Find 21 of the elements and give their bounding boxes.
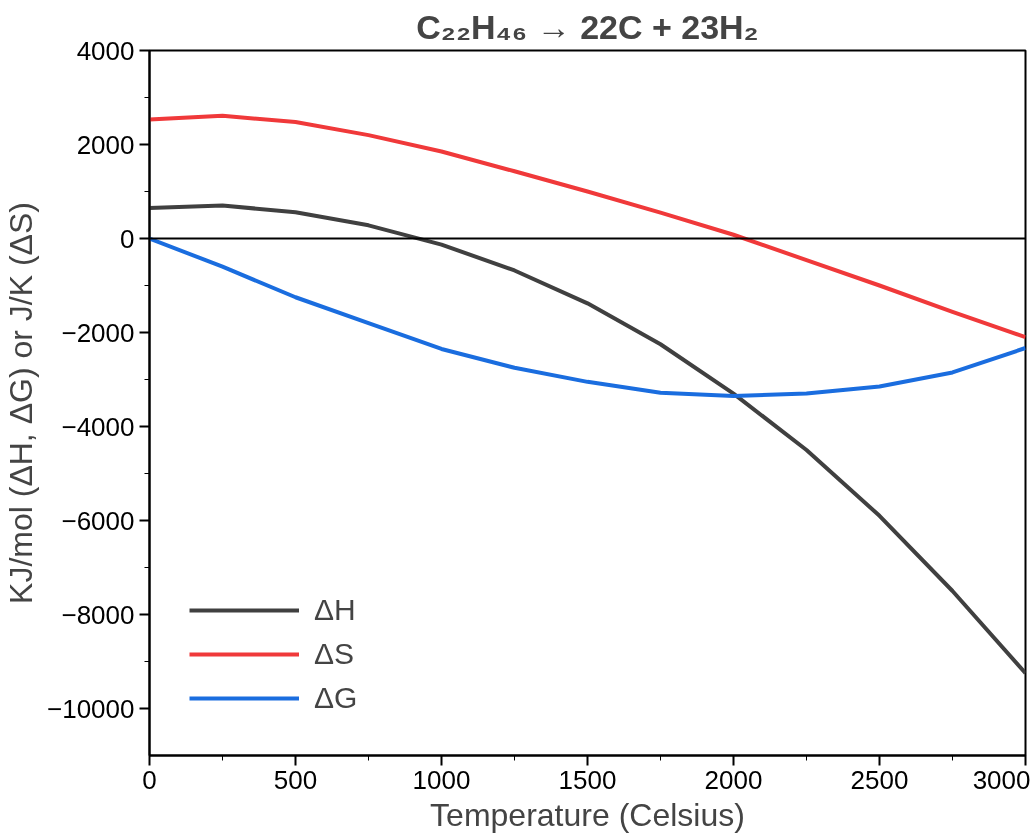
- y-tick-label: −4000: [61, 411, 135, 442]
- y-tick-label: −6000: [61, 505, 135, 536]
- x-tick-label: 2000: [704, 764, 763, 795]
- y-tick-label: −10000: [47, 693, 135, 724]
- x-tick-label: 0: [142, 764, 157, 795]
- legend-label: ΔH: [314, 593, 356, 627]
- x-tick-label: 2500: [850, 764, 909, 795]
- y-tick-label: 0: [120, 223, 135, 254]
- legend-label: ΔS: [314, 637, 355, 671]
- y-tick-label: 2000: [76, 129, 135, 160]
- x-tick-label: 1500: [558, 764, 617, 795]
- chart-title: C₂₂H₄₆ → 22C + 23H₂: [416, 7, 759, 46]
- x-tick-label: 3000: [972, 764, 1031, 795]
- x-tick-label: 1000: [412, 764, 471, 795]
- x-tick-label: 500: [273, 764, 318, 795]
- legend-label: ΔG: [314, 681, 358, 715]
- y-tick-label: −8000: [61, 599, 135, 630]
- y-axis-title: KJ/mol (ΔH, ΔG) or J/K (ΔS): [3, 202, 40, 604]
- x-axis-title: Temperature (Celsius): [430, 796, 745, 833]
- y-tick-label: 4000: [76, 35, 135, 66]
- y-tick-label: −2000: [61, 317, 135, 348]
